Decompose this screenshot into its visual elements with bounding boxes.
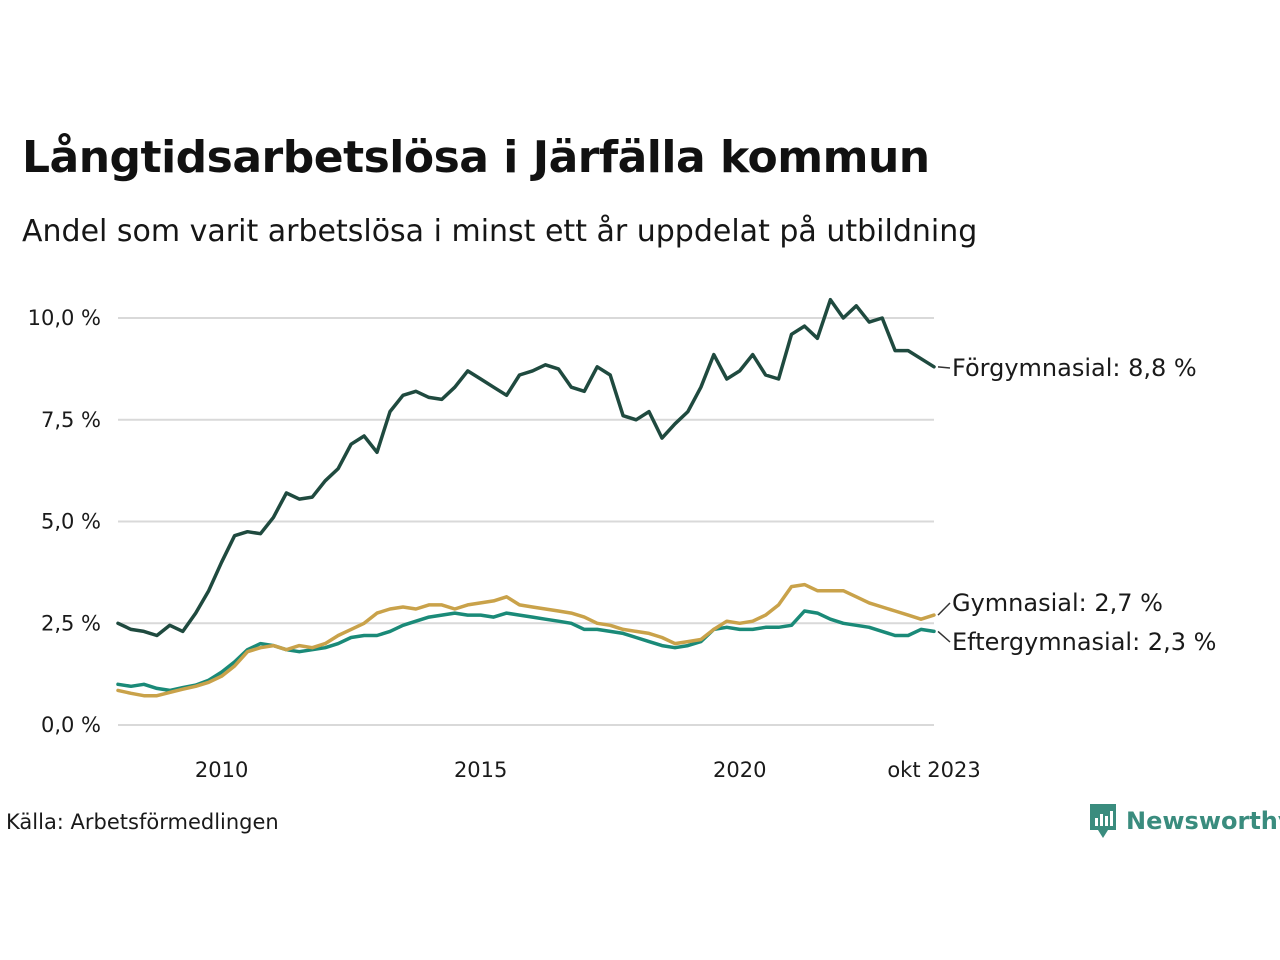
series-lines (116, 297, 936, 698)
series-label-gymnasial: Gymnasial: 2,7 % (952, 589, 1163, 617)
brand-logo: Newsworthy (1088, 802, 1280, 840)
series-line-förgymnasial (116, 297, 936, 638)
series-label-förgymnasial: Förgymnasial: 8,8 % (952, 354, 1197, 382)
series-label-eftergymnasial: Eftergymnasial: 2,3 % (952, 628, 1216, 656)
brand-name: Newsworthy (1126, 807, 1280, 835)
chart-title: Långtidsarbetslösa i Järfälla kommun (22, 132, 930, 183)
series-line-gymnasial (116, 582, 936, 698)
series-line-eftergymnasial (116, 609, 936, 693)
y-tick-label: 10,0 % (28, 306, 101, 330)
label-leader-line (937, 602, 951, 616)
x-tick-label: 2015 (454, 758, 507, 782)
newsworthy-logo-icon (1090, 804, 1116, 838)
y-tick-label: 5,0 % (41, 510, 101, 534)
y-axis-tick-labels: 0,0 % 2,5 % 5,0 % 7,5 % 10,0 % (28, 306, 101, 737)
x-tick-label: okt 2023 (887, 758, 980, 782)
x-axis-tick-labels: 2010 2015 2020 okt 2023 (195, 758, 981, 782)
label-leader-line (937, 630, 951, 643)
gridlines (118, 317, 934, 726)
series-end-labels: Förgymnasial: 8,8 % Gymnasial: 2,7 % Efter… (937, 354, 1216, 656)
y-tick-label: 2,5 % (41, 611, 101, 635)
label-leader-line (937, 366, 951, 369)
x-tick-label: 2020 (713, 758, 766, 782)
y-tick-label: 7,5 % (41, 408, 101, 432)
chart-subtitle: Andel som varit arbetslösa i minst ett å… (22, 214, 978, 249)
y-tick-label: 0,0 % (41, 713, 101, 737)
source-note: Källa: Arbetsförmedlingen (6, 810, 279, 834)
x-tick-label: 2010 (195, 758, 248, 782)
